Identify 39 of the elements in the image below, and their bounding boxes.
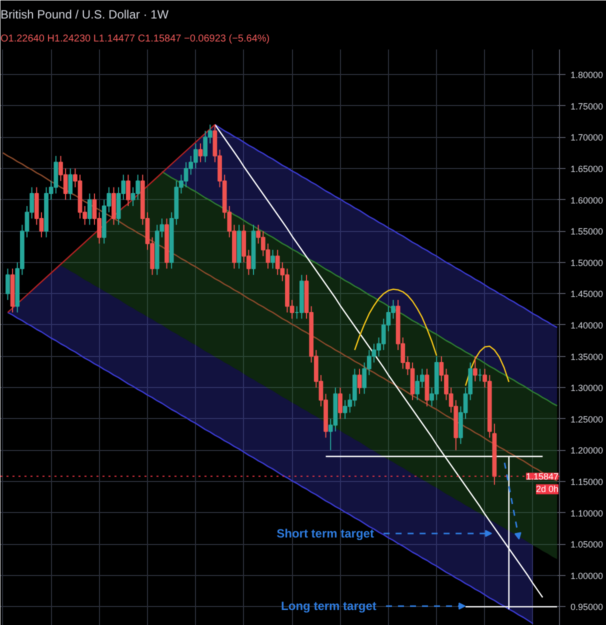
line-series [464, 346, 510, 386]
candlestick [87, 193, 92, 226]
line-series [214, 124, 558, 328]
y-tick-label: 1.00000 [570, 570, 604, 581]
line-series [2, 152, 558, 482]
y-tick-label: 1.80000 [570, 70, 604, 80]
chart-subtitle: O1.22640 H1.24230 L1.14477 C1.15847 −0.06923 (−5.64%) [0, 34, 270, 44]
annotation: 2d 0h [536, 484, 559, 494]
annotation: Short term target [276, 526, 374, 540]
y-tick-label: 1.05000 [570, 540, 604, 550]
y-tick-label: 1.60000 [570, 195, 604, 206]
candlestick [338, 387, 342, 420]
chart-title: British Pound / U.S. Dollar · 1W [0, 8, 170, 22]
annotation: Long term target [281, 599, 376, 614]
line-series [161, 170, 558, 406]
y-tick-label: 1.40000 [570, 320, 604, 330]
line-series [354, 288, 438, 356]
candlestick [198, 142, 203, 163]
candlestick [472, 356, 478, 382]
y-tick-label: 1.70000 [570, 132, 604, 143]
line-series [7, 124, 216, 314]
y-tick-label: 1.50000 [570, 258, 604, 268]
y-tick-label: 1.15000 [570, 477, 604, 487]
ref-line-label: 1.15847 [526, 472, 559, 482]
y-tick-label: 1.35000 [570, 352, 604, 362]
candlestick [68, 168, 73, 200]
y-tick-label: 1.65000 [570, 164, 604, 174]
candlestick [270, 249, 275, 270]
candlestick [6, 268, 10, 300]
y-tick-label: 1.20000 [570, 446, 604, 456]
y-tick-label: 1.75000 [570, 101, 604, 112]
y-tick-label: 0.95000 [570, 602, 604, 612]
y-tick-label: 1.10000 [570, 508, 604, 518]
y-tick-label: 1.55000 [570, 226, 604, 237]
candlestick [357, 368, 362, 394]
candlestick [126, 174, 130, 207]
y-tick-label: 1.30000 [570, 383, 604, 394]
y-tick-label: 1.25000 [570, 414, 604, 424]
y-tick-label: 1.45000 [570, 289, 604, 300]
